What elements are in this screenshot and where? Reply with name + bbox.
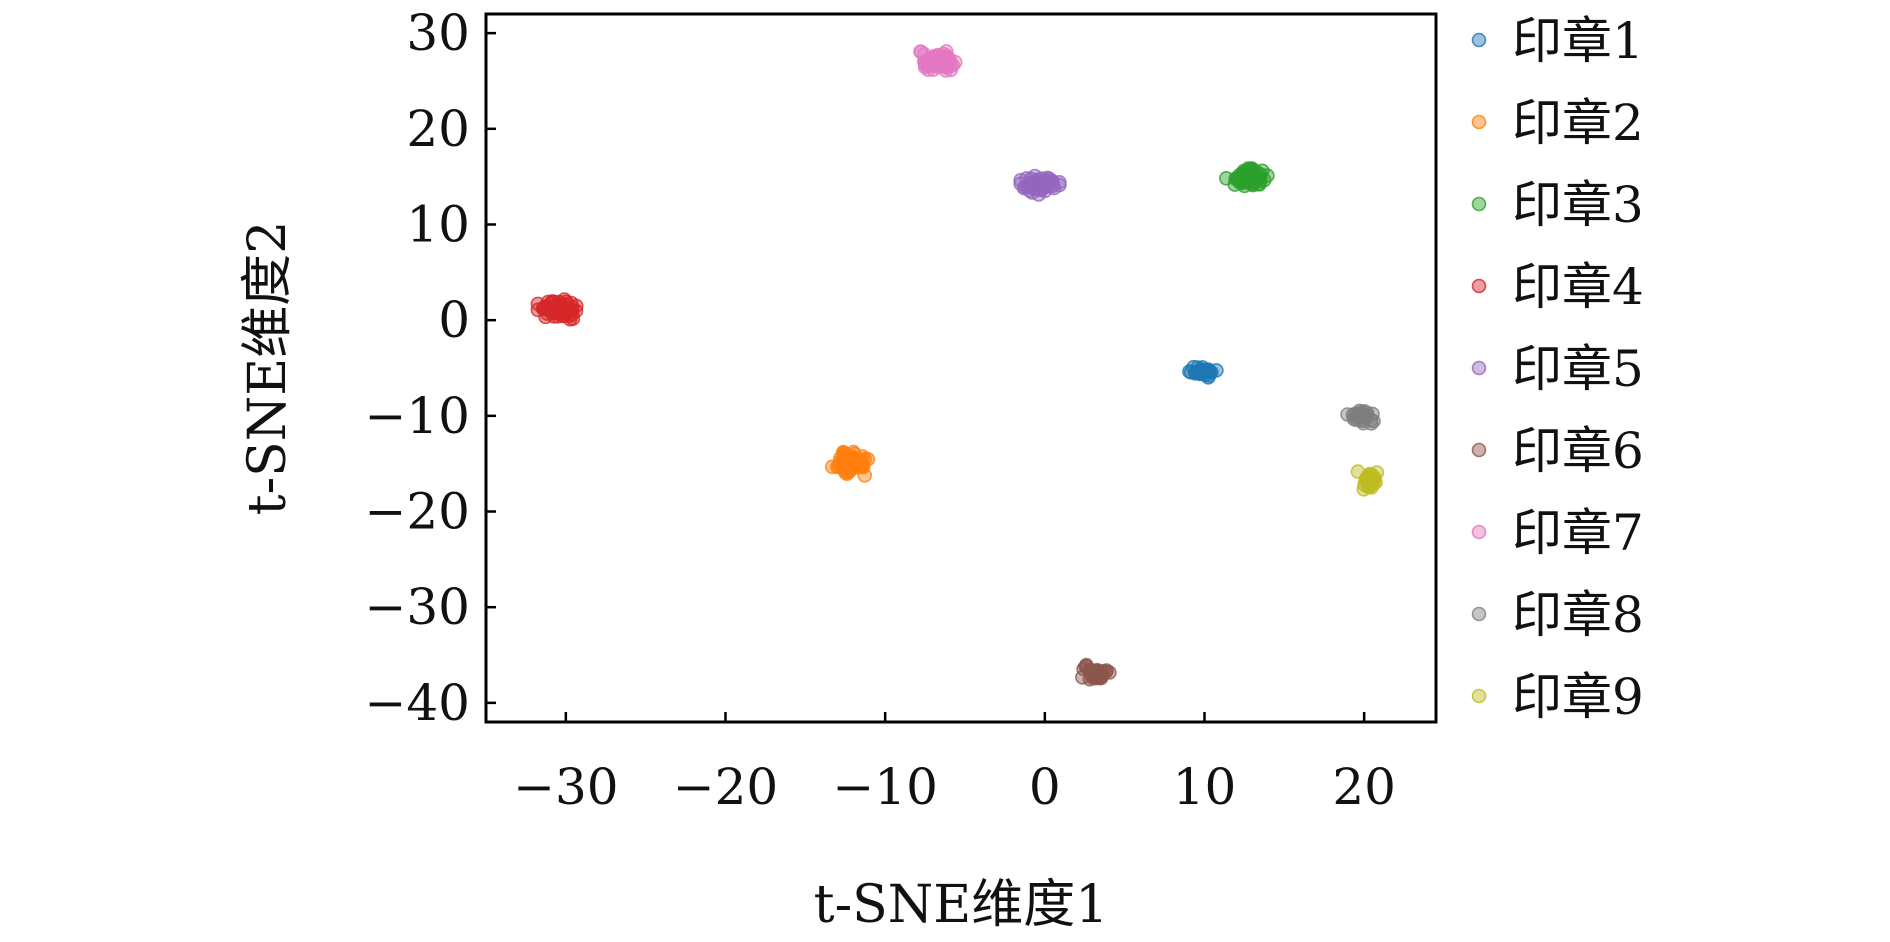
legend-item: 印章6 xyxy=(1471,422,1644,480)
series-8 xyxy=(1340,403,1381,431)
legend-label: 印章5 xyxy=(1512,340,1644,398)
data-point xyxy=(1248,163,1263,179)
legend-marker xyxy=(1471,196,1487,212)
x-tick-label: −20 xyxy=(673,758,779,816)
legend-label: 印章9 xyxy=(1512,668,1644,726)
data-point xyxy=(917,55,933,70)
x-tick-label: −10 xyxy=(832,758,938,816)
legend-marker xyxy=(1471,606,1487,622)
data-point xyxy=(543,295,558,311)
data-point xyxy=(935,53,950,69)
y-tick-label: 20 xyxy=(406,100,470,158)
legend-marker xyxy=(1471,360,1487,376)
data-point xyxy=(835,459,851,475)
y-tick-label: 0 xyxy=(438,291,470,349)
legend-marker xyxy=(1471,688,1487,704)
legend-marker xyxy=(1471,114,1487,130)
y-tick-label: −30 xyxy=(364,578,470,636)
x-tick-label: 0 xyxy=(1029,758,1061,816)
data-point xyxy=(1093,668,1109,684)
legend-item: 印章4 xyxy=(1471,258,1644,316)
data-point xyxy=(1357,403,1372,419)
legend-label: 印章8 xyxy=(1512,586,1644,644)
y-axis-label: t-SNE维度2 xyxy=(238,221,298,516)
x-tick-label: 20 xyxy=(1332,758,1396,816)
x-axis-label: t-SNE维度1 xyxy=(814,875,1109,935)
data-point xyxy=(1022,183,1037,198)
data-point xyxy=(1248,168,1264,183)
points-layer xyxy=(530,44,1385,687)
data-point xyxy=(1356,481,1372,497)
series-6 xyxy=(1075,657,1117,687)
data-point xyxy=(564,300,580,315)
data-point xyxy=(1359,470,1375,486)
y-tick-label: −20 xyxy=(364,483,470,541)
data-point xyxy=(1189,364,1204,380)
data-point xyxy=(835,444,851,460)
legend-label: 印章4 xyxy=(1512,258,1644,316)
legend-label: 印章2 xyxy=(1512,94,1644,152)
legend-marker xyxy=(1471,524,1487,540)
y-tick-label: −40 xyxy=(364,674,470,732)
legend-item: 印章3 xyxy=(1471,176,1644,234)
series-9 xyxy=(1350,464,1385,497)
legend: 印章1 印章2 印章3 印章4 印章5 印章6 印章7 印章8 印章9 xyxy=(1471,12,1644,726)
y-tick-label: 30 xyxy=(406,4,470,62)
x-tick-label: 10 xyxy=(1173,758,1237,816)
legend-item: 印章9 xyxy=(1471,668,1644,726)
y-tick-label: 10 xyxy=(406,195,470,253)
legend-item: 印章1 xyxy=(1471,12,1644,70)
legend-marker xyxy=(1471,32,1487,48)
data-point xyxy=(854,457,870,473)
plot-area-frame xyxy=(484,12,1438,724)
data-point xyxy=(1228,171,1243,186)
data-point xyxy=(1201,363,1216,378)
legend-label: 印章3 xyxy=(1512,176,1644,234)
legend-label: 印章6 xyxy=(1512,422,1644,480)
series-4 xyxy=(530,292,584,327)
legend-item: 印章2 xyxy=(1471,94,1644,152)
legend-marker xyxy=(1471,442,1487,458)
series-7 xyxy=(913,44,963,78)
legend-label: 印章7 xyxy=(1512,504,1644,562)
x-tick-label: −30 xyxy=(513,758,619,816)
axes-layer: −30 −20 −10 0 10 20 30 20 10 0 −10 −20 −30 −40 xyxy=(364,4,1395,816)
series-3 xyxy=(1219,161,1275,194)
legend-item: 印章8 xyxy=(1471,586,1644,644)
y-tick-label: −10 xyxy=(364,387,470,445)
legend-item: 印章5 xyxy=(1471,340,1644,398)
legend-item: 印章7 xyxy=(1471,504,1644,562)
data-point xyxy=(1089,668,1104,683)
data-point xyxy=(1038,174,1054,189)
series-5 xyxy=(1013,168,1067,202)
legend-marker xyxy=(1471,278,1487,294)
legend-label: 印章1 xyxy=(1512,12,1644,70)
series-2 xyxy=(824,444,876,483)
series-1 xyxy=(1182,359,1224,385)
data-point xyxy=(551,304,567,320)
